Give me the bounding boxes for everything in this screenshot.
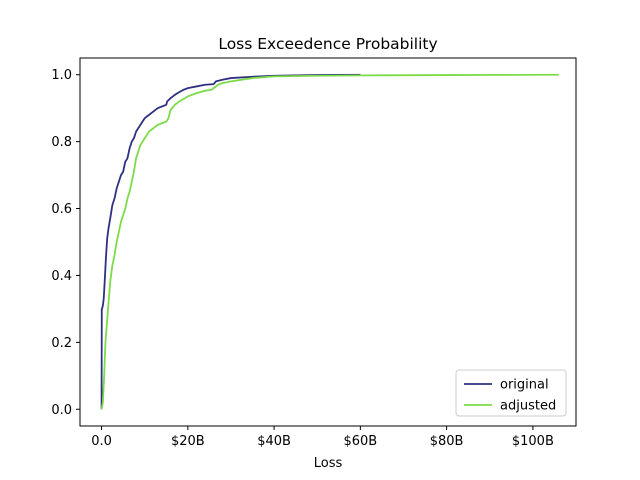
legend: original adjusted — [455, 369, 567, 417]
y-tick-label: 0.6 — [51, 202, 72, 217]
y-tick-label: 1.0 — [51, 68, 72, 83]
x-tick-label: $20B — [171, 434, 205, 449]
legend-label-original: original — [500, 378, 549, 393]
x-tick-label: $80B — [430, 434, 464, 449]
y-tick-label: 0.8 — [51, 135, 72, 150]
x-axis-title: Loss — [314, 456, 343, 471]
axes-frame — [79, 57, 577, 427]
legend-label-adjusted: adjusted — [500, 399, 556, 414]
x-tick-label: 0.0 — [91, 434, 112, 449]
plot-area: 0.0 $20B $40B $60B $80B $100B 0.0 0.2 0.4 0.6 0.8 1… — [51, 57, 577, 449]
series-line-adjusted — [100, 73, 559, 410]
x-tick-label: $60B — [343, 434, 377, 449]
y-tick-label: 0.0 — [51, 403, 72, 418]
x-tick-label: $40B — [257, 434, 291, 449]
x-tick-label: $100B — [512, 434, 554, 449]
y-tick-label: 0.2 — [51, 336, 72, 351]
series-line-original — [100, 73, 361, 410]
chart-title: Loss Exceedence Probability — [218, 35, 437, 53]
y-tick-label: 0.4 — [51, 269, 72, 284]
